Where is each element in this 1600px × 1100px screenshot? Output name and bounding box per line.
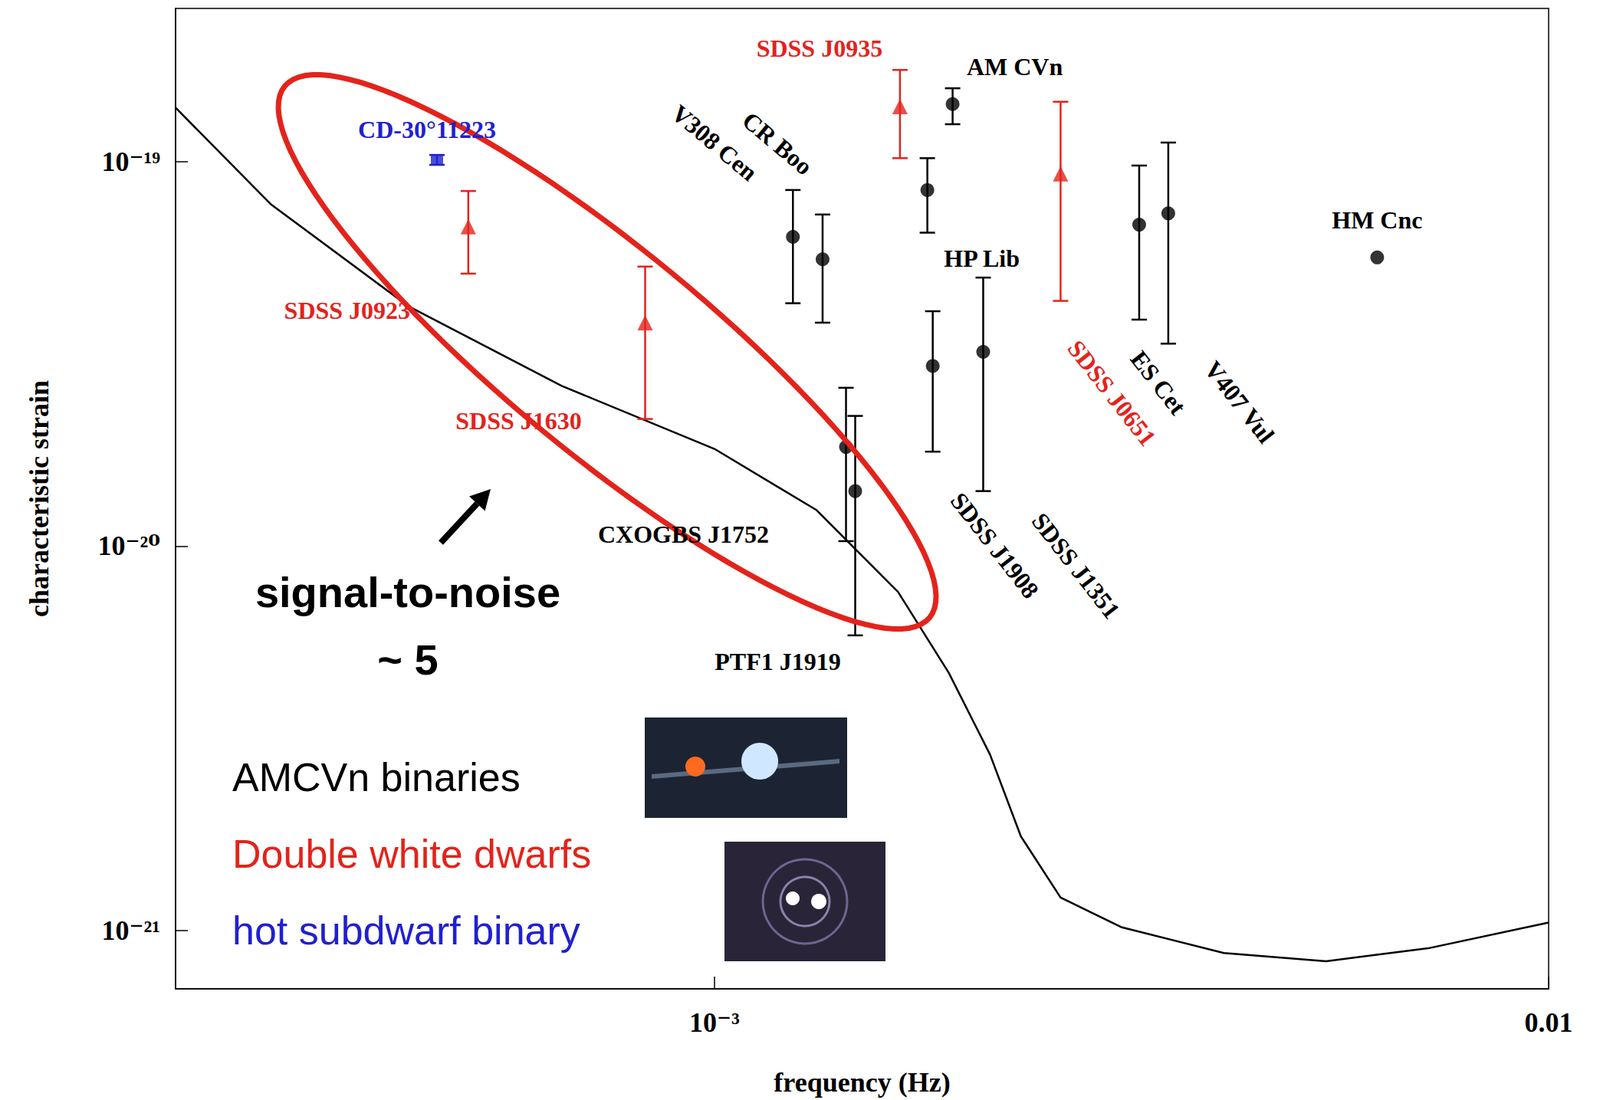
- svg-text:hot subdwarf binary: hot subdwarf binary: [232, 908, 581, 953]
- svg-text:characteristic strain: characteristic strain: [23, 380, 55, 618]
- svg-text:Double white dwarfs: Double white dwarfs: [232, 831, 592, 877]
- svg-text:signal-to-noise: signal-to-noise: [255, 568, 561, 617]
- svg-text:HP Lib: HP Lib: [943, 244, 1020, 273]
- svg-text:frequency (Hz): frequency (Hz): [773, 1067, 950, 1098]
- svg-text:CXOGBS J1752: CXOGBS J1752: [597, 520, 769, 549]
- svg-text:SDSS J1351: SDSS J1351: [1026, 507, 1127, 625]
- svg-text:SDSS J0651: SDSS J0651: [1062, 335, 1163, 452]
- svg-text:SDSS J1908: SDSS J1908: [945, 487, 1045, 605]
- svg-text:ES Cet: ES Cet: [1125, 345, 1192, 420]
- svg-text:SDSS J0935: SDSS J0935: [756, 34, 884, 63]
- svg-text:10⁻¹⁹: 10⁻¹⁹: [101, 146, 161, 178]
- svg-text:AMCVn binaries: AMCVn binaries: [232, 755, 521, 800]
- svg-text:HM Cnc: HM Cnc: [1331, 206, 1423, 234]
- svg-text:SDSS J1630: SDSS J1630: [455, 407, 582, 435]
- svg-text:PTF1 J1919: PTF1 J1919: [714, 647, 841, 676]
- svg-text:10⁻²⁰: 10⁻²⁰: [97, 530, 161, 562]
- svg-text:V407 Vul: V407 Vul: [1199, 355, 1281, 449]
- svg-text:CR Boo: CR Boo: [737, 106, 819, 181]
- svg-text:CD-30°11223: CD-30°11223: [358, 115, 497, 144]
- svg-text:10⁻²¹: 10⁻²¹: [101, 915, 161, 947]
- svg-text:AM CVn: AM CVn: [966, 52, 1064, 81]
- svg-text:10⁻³: 10⁻³: [689, 1007, 740, 1039]
- svg-text:V308 Cen: V308 Cen: [666, 98, 763, 187]
- svg-text:~ 5: ~ 5: [377, 635, 438, 684]
- svg-text:0.01: 0.01: [1524, 1007, 1574, 1039]
- svg-text:SDSS J0923: SDSS J0923: [284, 296, 411, 325]
